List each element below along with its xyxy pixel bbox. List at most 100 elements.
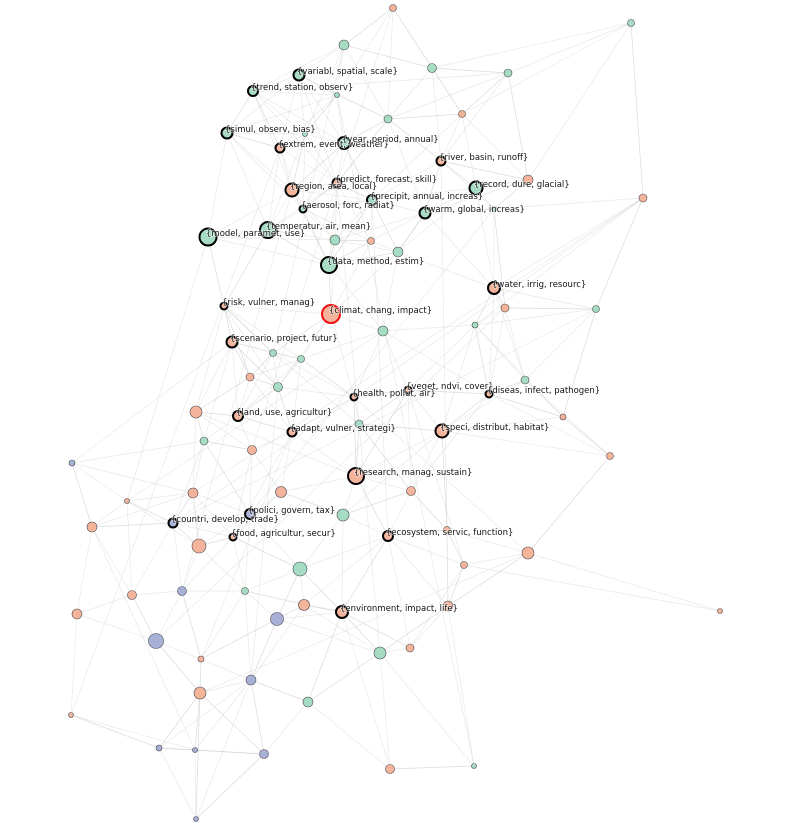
topic-node[interactable] <box>406 486 416 496</box>
topic-node-predict[interactable] <box>331 177 343 189</box>
topic-node-warm[interactable] <box>418 206 432 220</box>
topic-node[interactable] <box>247 445 257 455</box>
topic-node[interactable] <box>500 303 510 313</box>
topic-node[interactable] <box>377 325 389 337</box>
topic-node[interactable] <box>297 355 305 363</box>
topic-node[interactable] <box>503 68 513 78</box>
topic-node[interactable] <box>521 546 535 560</box>
topic-node-climat[interactable] <box>321 304 341 324</box>
topic-node[interactable] <box>442 600 454 612</box>
topic-node[interactable] <box>187 487 199 499</box>
topic-node-scenario[interactable] <box>225 335 239 349</box>
topic-node-variabl[interactable] <box>292 68 306 82</box>
topic-node-health[interactable] <box>349 392 359 402</box>
topic-node[interactable] <box>193 816 199 822</box>
topic-node[interactable] <box>606 452 614 460</box>
topic-node[interactable] <box>338 39 350 51</box>
topic-node-temperatur[interactable] <box>259 221 277 239</box>
topic-node[interactable] <box>292 561 308 577</box>
topic-node-trend[interactable] <box>247 85 259 97</box>
topic-node[interactable] <box>302 696 314 708</box>
topic-node[interactable] <box>298 599 310 611</box>
topic-node-extrem[interactable] <box>274 142 286 154</box>
topic-node[interactable] <box>191 538 207 554</box>
topic-node-water[interactable] <box>487 281 501 295</box>
topic-node-food[interactable] <box>228 532 238 542</box>
network-edge <box>358 389 409 425</box>
topic-node[interactable] <box>71 608 83 620</box>
network-edge <box>410 393 490 492</box>
topic-node[interactable] <box>127 590 137 600</box>
topic-node[interactable] <box>471 321 479 329</box>
topic-node[interactable] <box>405 643 415 653</box>
topic-node[interactable] <box>177 586 187 596</box>
topic-node-year[interactable] <box>337 136 351 150</box>
topic-node[interactable] <box>68 459 76 467</box>
topic-node[interactable] <box>385 764 395 774</box>
topic-node-research[interactable] <box>347 467 365 485</box>
topic-node[interactable] <box>245 674 257 686</box>
topic-node[interactable] <box>199 436 209 446</box>
topic-node[interactable] <box>275 486 287 498</box>
topic-node[interactable] <box>155 744 163 752</box>
topic-node-land[interactable] <box>232 410 244 422</box>
topic-node[interactable] <box>717 608 723 614</box>
topic-node-river[interactable] <box>435 155 447 167</box>
topic-node[interactable] <box>354 419 364 429</box>
network-edge <box>355 389 409 477</box>
topic-node[interactable] <box>427 63 437 73</box>
topic-node-adapt[interactable] <box>286 426 298 438</box>
topic-node-ecosystem[interactable] <box>382 530 394 542</box>
topic-node-simul[interactable] <box>220 126 234 140</box>
topic-node[interactable] <box>193 686 207 700</box>
topic-node-environment[interactable] <box>335 605 349 619</box>
topic-node-speci[interactable] <box>434 423 450 439</box>
topic-node-data[interactable] <box>320 256 338 274</box>
topic-node-diseas[interactable] <box>484 389 494 399</box>
topic-node[interactable] <box>245 372 255 382</box>
topic-node[interactable] <box>197 655 205 663</box>
topic-node[interactable] <box>389 4 397 12</box>
network-edge <box>237 352 274 417</box>
topic-node[interactable] <box>471 763 477 769</box>
topic-node[interactable] <box>336 508 350 522</box>
topic-node-risk[interactable] <box>219 301 229 311</box>
topic-node[interactable] <box>124 498 130 504</box>
topic-node[interactable] <box>86 521 98 533</box>
topic-node[interactable] <box>269 349 277 357</box>
topic-node-countri[interactable] <box>167 517 179 529</box>
topic-node[interactable] <box>259 749 269 759</box>
topic-node[interactable] <box>334 92 340 98</box>
topic-node[interactable] <box>522 174 534 186</box>
topic-node[interactable] <box>270 612 284 626</box>
topic-node[interactable] <box>148 633 164 649</box>
topic-node-model[interactable] <box>198 227 218 247</box>
topic-node[interactable] <box>302 131 308 137</box>
topic-node[interactable] <box>638 193 648 203</box>
topic-node-record[interactable] <box>468 180 484 196</box>
topic-node[interactable] <box>443 526 451 534</box>
topic-node[interactable] <box>592 305 600 313</box>
topic-node[interactable] <box>192 747 198 753</box>
topic-node[interactable] <box>373 646 387 660</box>
topic-node[interactable] <box>559 413 567 421</box>
topic-node-veget[interactable] <box>403 385 413 395</box>
network-edge <box>232 536 301 570</box>
topic-node[interactable] <box>68 712 74 718</box>
topic-node[interactable] <box>367 237 375 245</box>
topic-node[interactable] <box>627 19 635 27</box>
topic-node[interactable] <box>273 382 283 392</box>
topic-node[interactable] <box>460 561 468 569</box>
topic-node-precipit[interactable] <box>366 194 378 206</box>
topic-node[interactable] <box>241 587 249 595</box>
topic-node-region[interactable] <box>284 182 300 198</box>
topic-node[interactable] <box>520 375 530 385</box>
topic-node[interactable] <box>189 405 203 419</box>
topic-node-polici[interactable] <box>244 508 256 520</box>
topic-node-aerosol[interactable] <box>298 204 308 214</box>
topic-node[interactable] <box>329 234 341 246</box>
topic-node[interactable] <box>392 246 404 258</box>
topic-node[interactable] <box>383 114 393 124</box>
topic-node[interactable] <box>491 206 497 212</box>
topic-node[interactable] <box>458 110 466 118</box>
